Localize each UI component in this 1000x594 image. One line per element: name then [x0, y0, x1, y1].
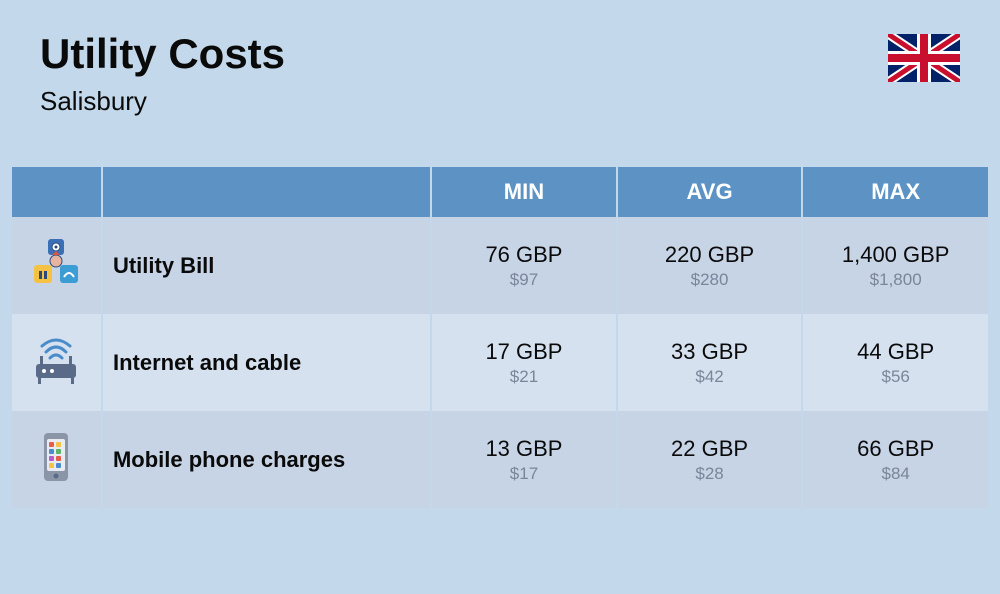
cell-avg: 22 GBP $28: [617, 411, 803, 508]
primary-value: 220 GBP: [628, 242, 792, 268]
primary-value: 22 GBP: [628, 436, 792, 462]
phone-icon: [12, 411, 102, 508]
primary-value: 17 GBP: [442, 339, 606, 365]
cell-min: 13 GBP $17: [431, 411, 617, 508]
col-icon: [12, 167, 102, 217]
cell-max: 1,400 GBP $1,800: [802, 217, 988, 314]
primary-value: 1,400 GBP: [813, 242, 978, 268]
primary-value: 13 GBP: [442, 436, 606, 462]
cell-max: 66 GBP $84: [802, 411, 988, 508]
header: Utility Costs Salisbury: [0, 0, 1000, 137]
row-label: Mobile phone charges: [102, 411, 431, 508]
costs-table: MIN AVG MAX Utility Bill: [12, 167, 988, 508]
secondary-value: $21: [442, 367, 606, 387]
col-max: MAX: [802, 167, 988, 217]
col-avg: AVG: [617, 167, 803, 217]
uk-flag-icon: [888, 34, 960, 82]
table-row: Mobile phone charges 13 GBP $17 22 GBP $…: [12, 411, 988, 508]
row-label: Internet and cable: [102, 314, 431, 411]
col-label: [102, 167, 431, 217]
cell-max: 44 GBP $56: [802, 314, 988, 411]
router-icon: [12, 314, 102, 411]
cell-min: 76 GBP $97: [431, 217, 617, 314]
table-header-row: MIN AVG MAX: [12, 167, 988, 217]
table-row: Utility Bill 76 GBP $97 220 GBP $280 1,4…: [12, 217, 988, 314]
cell-avg: 33 GBP $42: [617, 314, 803, 411]
secondary-value: $42: [628, 367, 792, 387]
table-row: Internet and cable 17 GBP $21 33 GBP $42…: [12, 314, 988, 411]
title-block: Utility Costs Salisbury: [40, 30, 285, 117]
cell-min: 17 GBP $21: [431, 314, 617, 411]
primary-value: 44 GBP: [813, 339, 978, 365]
secondary-value: $280: [628, 270, 792, 290]
primary-value: 33 GBP: [628, 339, 792, 365]
secondary-value: $28: [628, 464, 792, 484]
row-label: Utility Bill: [102, 217, 431, 314]
primary-value: 76 GBP: [442, 242, 606, 268]
page-title: Utility Costs: [40, 30, 285, 78]
utility-icon: [12, 217, 102, 314]
page-subtitle: Salisbury: [40, 86, 285, 117]
secondary-value: $97: [442, 270, 606, 290]
secondary-value: $56: [813, 367, 978, 387]
secondary-value: $17: [442, 464, 606, 484]
col-min: MIN: [431, 167, 617, 217]
primary-value: 66 GBP: [813, 436, 978, 462]
secondary-value: $84: [813, 464, 978, 484]
cell-avg: 220 GBP $280: [617, 217, 803, 314]
secondary-value: $1,800: [813, 270, 978, 290]
